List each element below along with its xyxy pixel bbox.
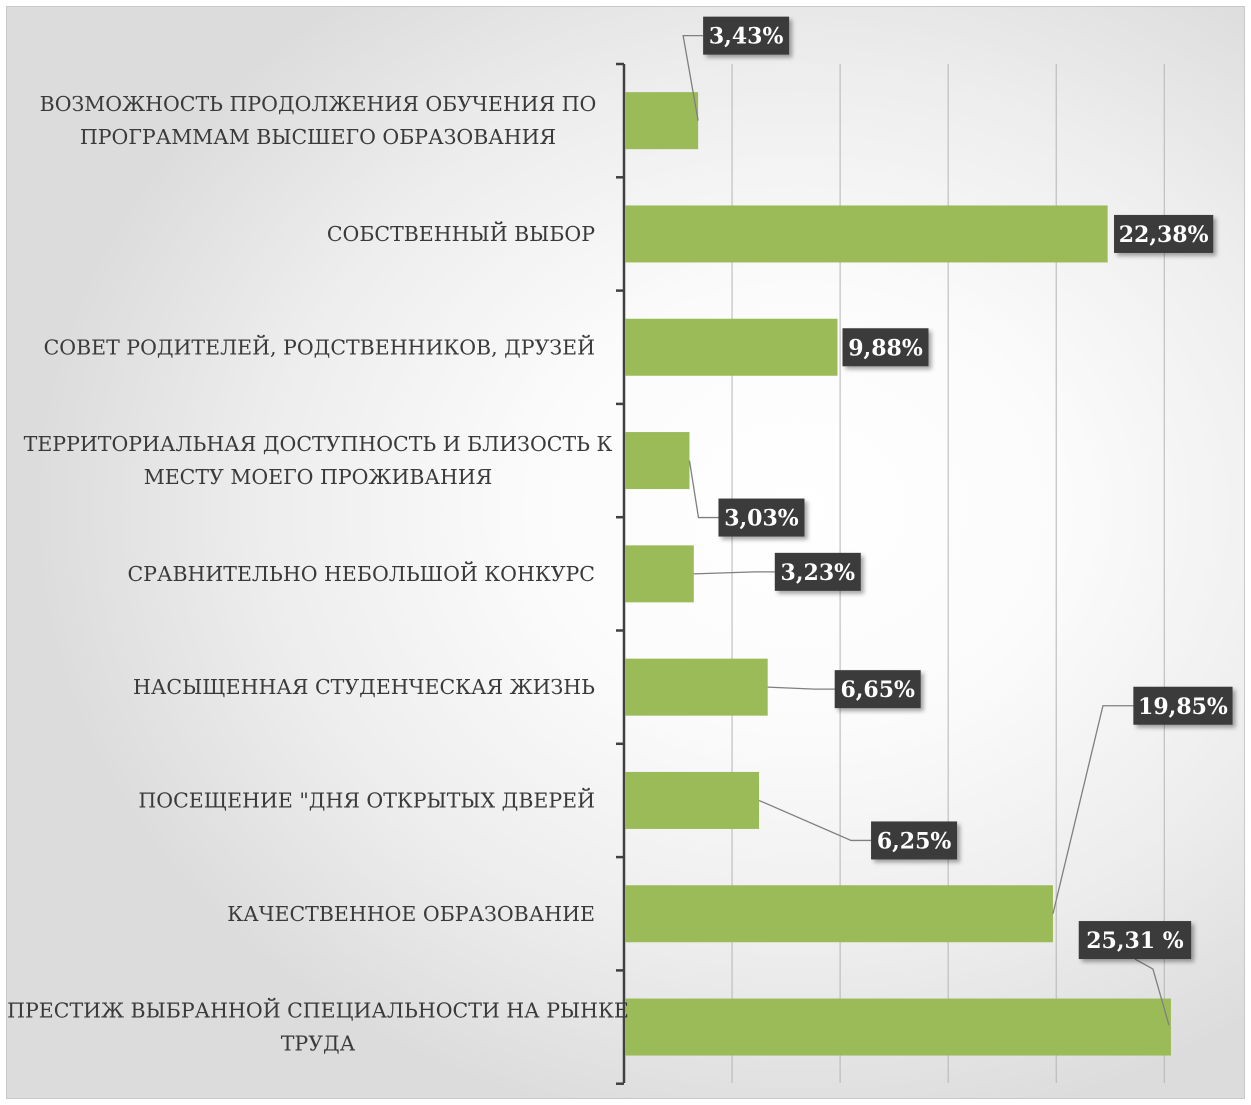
- leader-line: [1134, 958, 1170, 1026]
- bar: [625, 432, 690, 490]
- bar: [625, 885, 1053, 943]
- category-label: СОВЕТ РОДИТЕЛЕЙ, РОДСТВЕННИКОВ, ДРУЗЕЙ: [44, 334, 595, 359]
- bar: [625, 205, 1108, 263]
- data-label: 19,85%: [1138, 694, 1228, 720]
- data-label-box: [1078, 921, 1192, 960]
- data-label: 3,23%: [781, 560, 856, 586]
- data-label-box: [703, 16, 790, 55]
- leader-line: [1052, 705, 1134, 914]
- leader-line: [688, 460, 719, 519]
- data-label-box: [1114, 214, 1214, 253]
- data-label-box: [871, 821, 958, 860]
- bar: [625, 92, 699, 150]
- category-label: ВОЗМОЖНОСТЬ ПРОДОЛЖЕНИЯ ОБУЧЕНИЯ ПО ПРОГР…: [40, 92, 597, 149]
- category-label: НАСЫЩЕННАЯ СТУДЕНЧЕСКАЯ ЖИЗНЬ: [133, 675, 595, 699]
- data-label: 6,65%: [840, 677, 915, 703]
- category-label: СОБСТВЕННЫЙ ВЫБОР: [327, 221, 595, 246]
- category-label: СРАВНИТЕЛЬНО НЕБОЛЬШОЙ КОНКУРС: [127, 561, 595, 586]
- category-label: КАЧЕСТВЕННОЕ ОБРАЗОВАНИЕ: [227, 902, 595, 926]
- leader-line: [682, 35, 704, 121]
- category-label: ПРЕСТИЖ ВЫБРАННОЙ СПЕЦИАЛЬНОСТИ НА РЫНКЕ…: [7, 998, 629, 1056]
- category-label: ТЕРРИТОРИАЛЬНАЯ ДОСТУПНОСТЬ И БЛИЗОСТЬ К…: [24, 432, 613, 489]
- data-label-box: [842, 328, 929, 367]
- data-label-box: [1133, 686, 1233, 725]
- bar: [625, 771, 760, 829]
- data-label: 3,03%: [724, 506, 799, 532]
- data-label: 25,31 %: [1086, 928, 1184, 954]
- data-label: 3,43%: [709, 24, 784, 50]
- data-label: 6,25%: [877, 828, 952, 854]
- bar: [625, 658, 768, 716]
- leader-line: [693, 571, 775, 575]
- bar: [625, 318, 838, 376]
- category-label: ПОСЕЩЕНИЕ "ДНЯ ОТКРЫТЫХ ДВЕРЕЙ: [138, 787, 595, 812]
- bar: [625, 998, 1171, 1056]
- data-label-box: [774, 552, 861, 591]
- bar: [625, 545, 694, 603]
- data-label: 22,38%: [1119, 222, 1209, 248]
- data-label-box: [718, 498, 805, 537]
- data-label: 9,88%: [848, 335, 923, 361]
- data-label-box: [834, 670, 921, 709]
- leader-line: [767, 686, 835, 690]
- leader-line: [758, 799, 872, 842]
